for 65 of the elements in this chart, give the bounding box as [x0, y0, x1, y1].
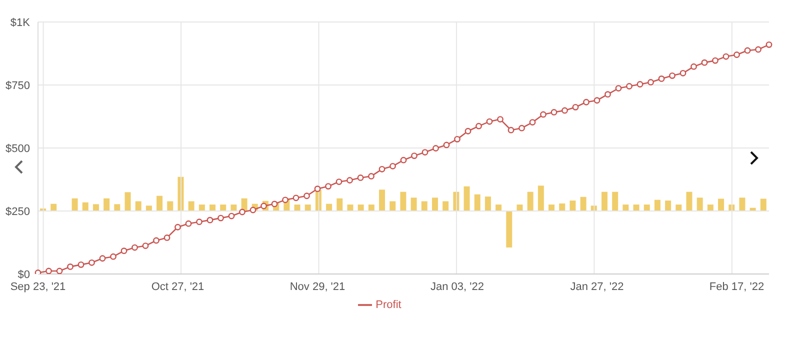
bar	[294, 204, 300, 212]
bar	[760, 198, 766, 212]
bar	[432, 198, 438, 212]
bar	[686, 192, 692, 212]
bar	[506, 211, 512, 248]
bar	[167, 201, 174, 212]
bar	[210, 204, 216, 212]
bar	[484, 196, 491, 212]
bar	[570, 200, 576, 212]
bar	[400, 192, 406, 212]
y-tick-label: $500	[6, 142, 30, 155]
bar	[368, 204, 374, 212]
bar	[410, 198, 417, 212]
bar	[442, 201, 449, 212]
bar	[644, 204, 650, 212]
bar	[580, 196, 586, 212]
bar	[104, 198, 110, 212]
bar	[188, 201, 194, 212]
bar	[654, 200, 660, 212]
bar	[304, 204, 311, 212]
y-tick-label: $0	[18, 268, 30, 281]
bar	[92, 204, 99, 212]
bar	[676, 204, 682, 212]
bar	[527, 192, 534, 212]
bar	[390, 201, 396, 212]
bar	[336, 198, 343, 212]
bar	[421, 201, 428, 212]
bar	[559, 203, 566, 212]
bar	[622, 204, 629, 212]
bar	[633, 204, 640, 212]
bar	[72, 198, 78, 212]
y-tick-label: $1K	[10, 16, 31, 29]
bar	[496, 204, 502, 212]
x-tick-label: Sep 23, '21	[10, 280, 66, 293]
bar	[538, 186, 544, 212]
bar	[347, 204, 354, 212]
bar	[739, 198, 746, 212]
bar	[612, 192, 618, 212]
bar	[156, 196, 163, 212]
bar	[464, 186, 470, 212]
y-tick-label: $750	[6, 80, 30, 92]
bar	[601, 192, 608, 212]
bar	[82, 202, 88, 212]
legend-label: Profit	[376, 298, 402, 311]
bar	[665, 200, 672, 212]
bar	[696, 198, 703, 212]
bar	[198, 204, 205, 212]
bar	[474, 194, 480, 212]
bar	[707, 204, 714, 212]
x-tick-label: Jan 27, '22	[570, 280, 624, 293]
bar	[516, 204, 523, 212]
bar	[146, 206, 152, 212]
bar	[718, 198, 724, 212]
bar	[548, 204, 555, 212]
x-tick-label: Nov 29, '21	[290, 280, 346, 293]
x-tick-label: Feb 17, '22	[709, 280, 764, 293]
x-tick-label: Oct 27, '21	[151, 280, 204, 293]
bar	[220, 204, 226, 212]
bar	[124, 192, 131, 212]
y-tick-label: $250	[6, 206, 30, 218]
bar	[379, 190, 386, 212]
x-tick-label: Jan 03, '22	[430, 280, 484, 293]
bar	[114, 204, 120, 212]
bar	[358, 204, 364, 212]
bar	[135, 201, 142, 212]
